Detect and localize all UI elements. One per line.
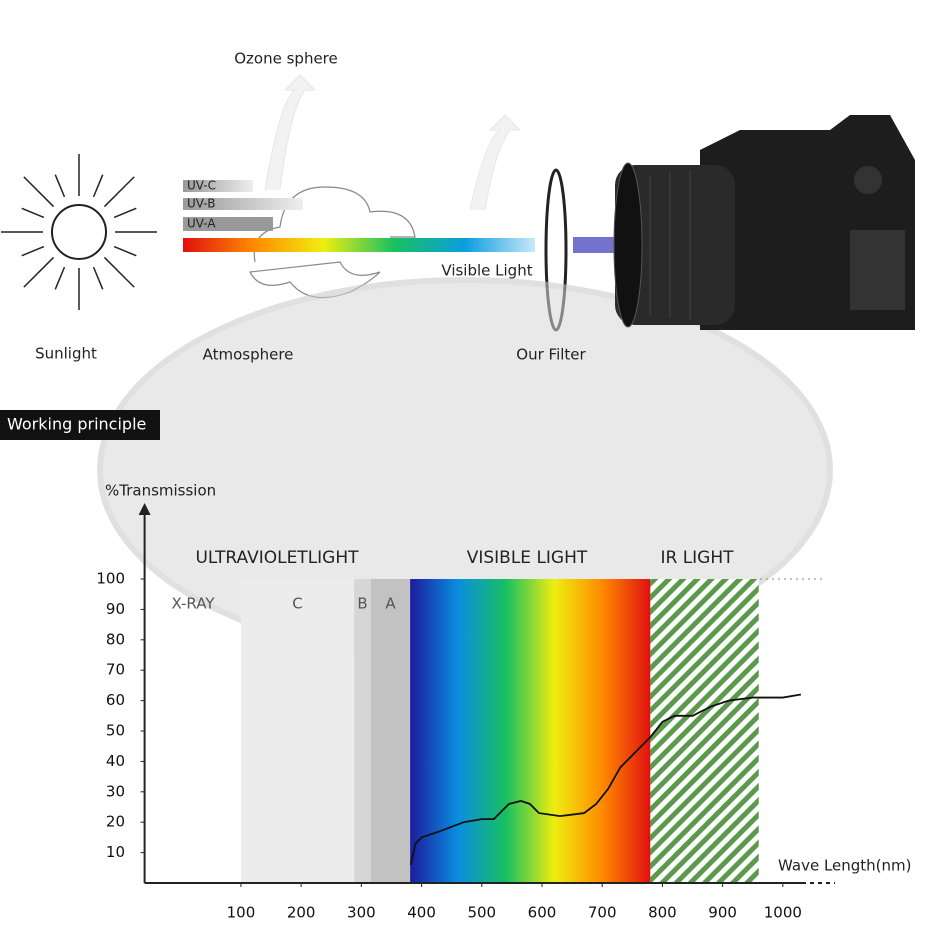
sun-ray bbox=[103, 256, 135, 288]
label: Ozone sphere bbox=[234, 50, 338, 68]
sun-ray bbox=[21, 245, 45, 257]
y-tick-label: 90 bbox=[106, 600, 125, 618]
sun-ray bbox=[23, 176, 55, 208]
sun-ray bbox=[92, 266, 104, 290]
section-label: IR LIGHT bbox=[660, 548, 734, 568]
region bbox=[410, 579, 651, 883]
x-tick-label: 700 bbox=[588, 904, 617, 922]
y-tick-label: 80 bbox=[106, 630, 125, 648]
y-tick-label: 20 bbox=[106, 813, 125, 831]
sun-ray bbox=[92, 174, 104, 198]
sun-ray bbox=[113, 245, 137, 257]
label: Sunlight bbox=[35, 345, 97, 363]
section-label: ULTRAVIOLETLIGHT bbox=[195, 548, 359, 568]
region bbox=[354, 579, 371, 883]
label: UV-B bbox=[187, 197, 215, 211]
x-tick-label: 600 bbox=[528, 904, 557, 922]
x-tick-label: 900 bbox=[708, 904, 737, 922]
label: Atmosphere bbox=[203, 346, 294, 364]
banner-text: Working principle bbox=[7, 415, 146, 434]
sun-ray bbox=[103, 176, 135, 208]
region bbox=[370, 579, 411, 883]
x-tick-label: 100 bbox=[227, 904, 256, 922]
data-line bbox=[409, 693, 802, 865]
x-axis-label: Wave Length(nm) bbox=[778, 857, 912, 875]
x-tick-label: 800 bbox=[648, 904, 677, 922]
region-label: X-RAY bbox=[171, 595, 215, 613]
y-tick-label: 30 bbox=[106, 782, 125, 800]
x-tick-label: 500 bbox=[467, 904, 496, 922]
sun-ray bbox=[23, 256, 55, 288]
sun-ray bbox=[54, 266, 66, 290]
y-tick-label: 70 bbox=[106, 661, 125, 679]
sun-ray bbox=[54, 174, 66, 198]
region bbox=[650, 579, 759, 883]
top-diagram: Ozone sphere UV-C UV-B UV-A Visible Ligh… bbox=[0, 50, 915, 663]
region-label: C bbox=[292, 595, 302, 613]
y-tick-label: 60 bbox=[106, 691, 125, 709]
y-tick-label: 40 bbox=[106, 752, 125, 770]
x-tick-label: 1000 bbox=[764, 904, 802, 922]
label: UV-C bbox=[187, 179, 216, 193]
y-arrow bbox=[138, 503, 151, 515]
label: UV-A bbox=[187, 217, 216, 231]
camera bbox=[613, 115, 915, 330]
chart: C B A X-RAY ULTRAVIOLETLIGHT VISIBLE LIGHT IR … bbox=[96, 482, 911, 922]
y-tick-label: 100 bbox=[96, 570, 125, 588]
y-axis-label: %Transmission bbox=[105, 482, 216, 500]
region bbox=[240, 579, 355, 883]
region-label: A bbox=[385, 595, 396, 613]
banner bbox=[0, 410, 160, 440]
sun-ray bbox=[113, 207, 137, 219]
x-tick-label: 400 bbox=[407, 904, 436, 922]
x-tick-label: 200 bbox=[287, 904, 316, 922]
label: Our Filter bbox=[516, 346, 586, 364]
y-tick-label: 50 bbox=[106, 722, 125, 740]
section-label: VISIBLE LIGHT bbox=[467, 548, 588, 568]
sun-ray bbox=[21, 207, 45, 219]
label: Visible Light bbox=[441, 262, 532, 280]
y-tick-label: 10 bbox=[106, 843, 125, 861]
region-label: B bbox=[357, 595, 367, 613]
x-tick-label: 300 bbox=[347, 904, 376, 922]
